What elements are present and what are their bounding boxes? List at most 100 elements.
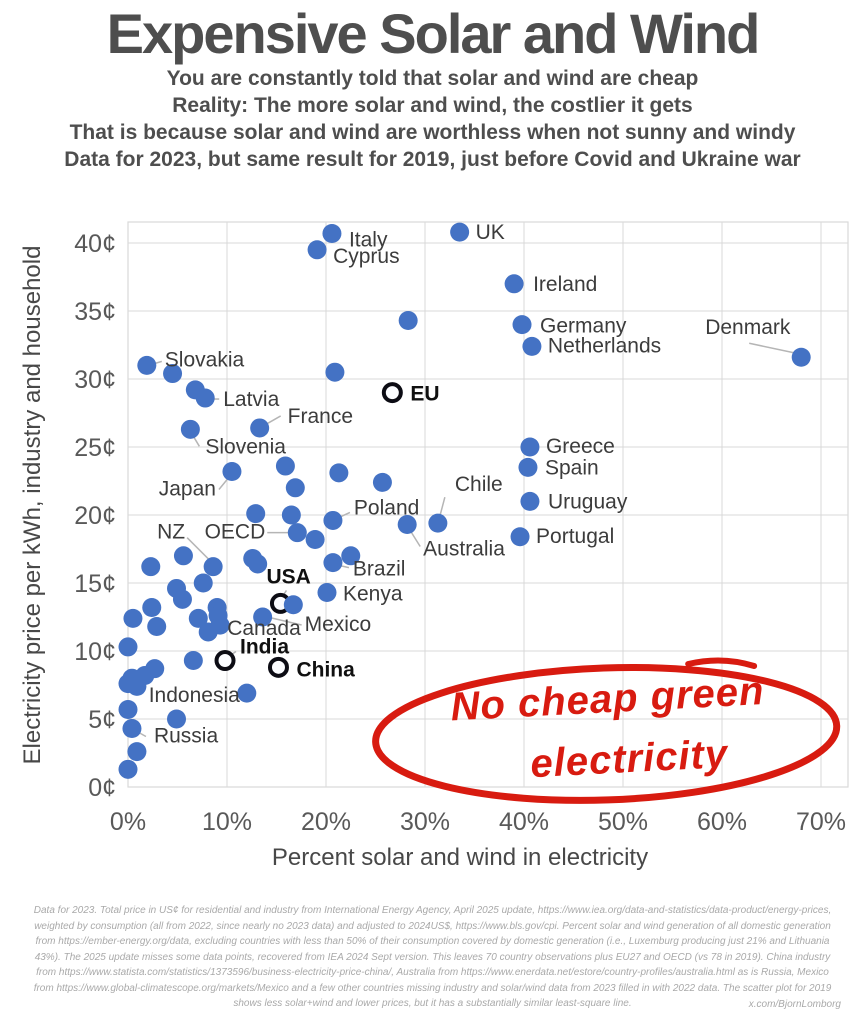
label-leader: [218, 478, 229, 490]
x-tick-label: 70%: [796, 808, 846, 836]
point-label-netherlands: Netherlands: [548, 334, 661, 357]
point-label-france: France: [288, 405, 353, 428]
point-spain: [518, 457, 538, 477]
point-label-nz: NZ: [157, 521, 185, 544]
point-label-greece: Greece: [546, 435, 615, 458]
point-oecd: [287, 523, 307, 543]
data-point: [398, 311, 418, 331]
point-label-canada: Canada: [227, 617, 301, 640]
data-point: [305, 529, 325, 549]
x-tick-label: 10%: [202, 808, 252, 836]
point-denmark: [791, 347, 811, 367]
point-indonesia: [237, 683, 257, 703]
point-label-brazil: Brazil: [353, 558, 406, 581]
data-point: [118, 699, 138, 719]
point-label-uk: UK: [476, 221, 505, 244]
y-tick-label: 25¢: [74, 434, 116, 462]
point-brazil: [323, 553, 343, 573]
x-axis-title: Percent solar and wind in electricity: [272, 844, 648, 871]
y-axis-title: Electricity price per kWh, industry and …: [19, 246, 46, 765]
label-leader: [271, 617, 302, 626]
point-italy: [322, 223, 342, 243]
data-point: [172, 589, 192, 609]
data-point: [246, 504, 266, 524]
point-label-mexico: Mexico: [305, 613, 372, 636]
point-slovakia: [137, 355, 157, 375]
point-label-slovakia: Slovakia: [165, 348, 245, 371]
point-label-chile: Chile: [455, 473, 503, 496]
y-tick-label: 0¢: [88, 774, 116, 802]
point-label-italy: Italy: [349, 228, 388, 251]
label-leader: [439, 496, 446, 517]
data-point: [285, 478, 305, 498]
point-japan: [222, 461, 242, 481]
point-label-india: India: [240, 636, 289, 659]
label-leader: [186, 537, 210, 561]
point-label-ireland: Ireland: [533, 273, 597, 296]
point-india: [214, 650, 236, 672]
data-point: [281, 505, 301, 525]
data-point: [329, 463, 349, 483]
data-point: [127, 676, 147, 696]
point-label-slovenia: Slovenia: [205, 435, 286, 458]
point-label-cyprus: Cyprus: [333, 245, 400, 268]
y-tick-label: 5¢: [88, 706, 116, 734]
point-label-spain: Spain: [545, 456, 599, 479]
point-chile: [428, 513, 448, 533]
data-point: [163, 364, 183, 384]
data-point: [188, 608, 208, 628]
scatter-chart: 0% 10% 20% 30% 40% 50% 60% 70% 0¢ 5¢ 10¢ 15¢ 20¢ 25¢ 3…: [19, 221, 849, 871]
subtitle-line-4: Data for 2023, but same result for 2019,…: [64, 148, 801, 171]
point-cyprus: [307, 240, 327, 260]
point-russia: [122, 719, 142, 739]
point-netherlands: [522, 336, 542, 356]
point-portugal: [510, 527, 530, 547]
point-label-germany: Germany: [540, 315, 627, 338]
plot-border: [127, 221, 849, 788]
point-poland: [323, 510, 343, 530]
data-point: [185, 380, 205, 400]
data-point: [210, 615, 230, 635]
data-point: [283, 595, 303, 615]
x-tick-label: 40%: [499, 808, 549, 836]
credit-handle: x.com/BjornLomborg: [748, 999, 841, 1010]
subtitle-line-1: You are constantly told that solar and w…: [166, 67, 699, 90]
y-tick-label: 40¢: [74, 230, 116, 258]
label-leader: [749, 342, 797, 354]
x-tick-label: 20%: [301, 808, 351, 836]
point-eu: [381, 382, 403, 404]
data-point: [127, 742, 147, 762]
point-label-oecd: OECD: [205, 521, 266, 544]
point-mexico: [253, 607, 273, 627]
point-label-denmark: Denmark: [705, 316, 791, 339]
subtitle-line-2: Reality: The more solar and wind, the co…: [172, 94, 693, 117]
point-label-latvia: Latvia: [223, 388, 279, 411]
subtitle-line-3: That is because solar and wind are worth…: [69, 121, 796, 144]
y-tick-label: 35¢: [74, 298, 116, 326]
x-tick-label: 0%: [110, 808, 146, 836]
data-point: [193, 573, 213, 593]
data-point: [118, 759, 138, 779]
label-leader: [409, 530, 421, 547]
point-kenya: [317, 583, 337, 603]
point-label-china: China: [296, 658, 355, 681]
x-tick-label: 50%: [598, 808, 648, 836]
point-germany: [512, 315, 532, 335]
annotation-ellipse: [372, 664, 841, 804]
point-label-uruguay: Uruguay: [548, 490, 628, 513]
point-label-usa: USA: [266, 565, 310, 588]
data-point: [167, 709, 187, 729]
point-label-eu: EU: [410, 383, 439, 406]
y-tick-label: 30¢: [74, 366, 116, 394]
data-point: [145, 659, 165, 679]
point-ireland: [504, 274, 524, 294]
data-point: [141, 557, 161, 577]
data-point: [123, 608, 143, 628]
point-france: [250, 418, 270, 438]
annotation-ellipse-overlap: [685, 657, 758, 669]
data-point: [341, 546, 361, 566]
point-label-indonesia: Indonesia: [149, 684, 240, 707]
data-point: [147, 617, 167, 637]
annotation-text-line-2: electricity: [529, 732, 730, 786]
